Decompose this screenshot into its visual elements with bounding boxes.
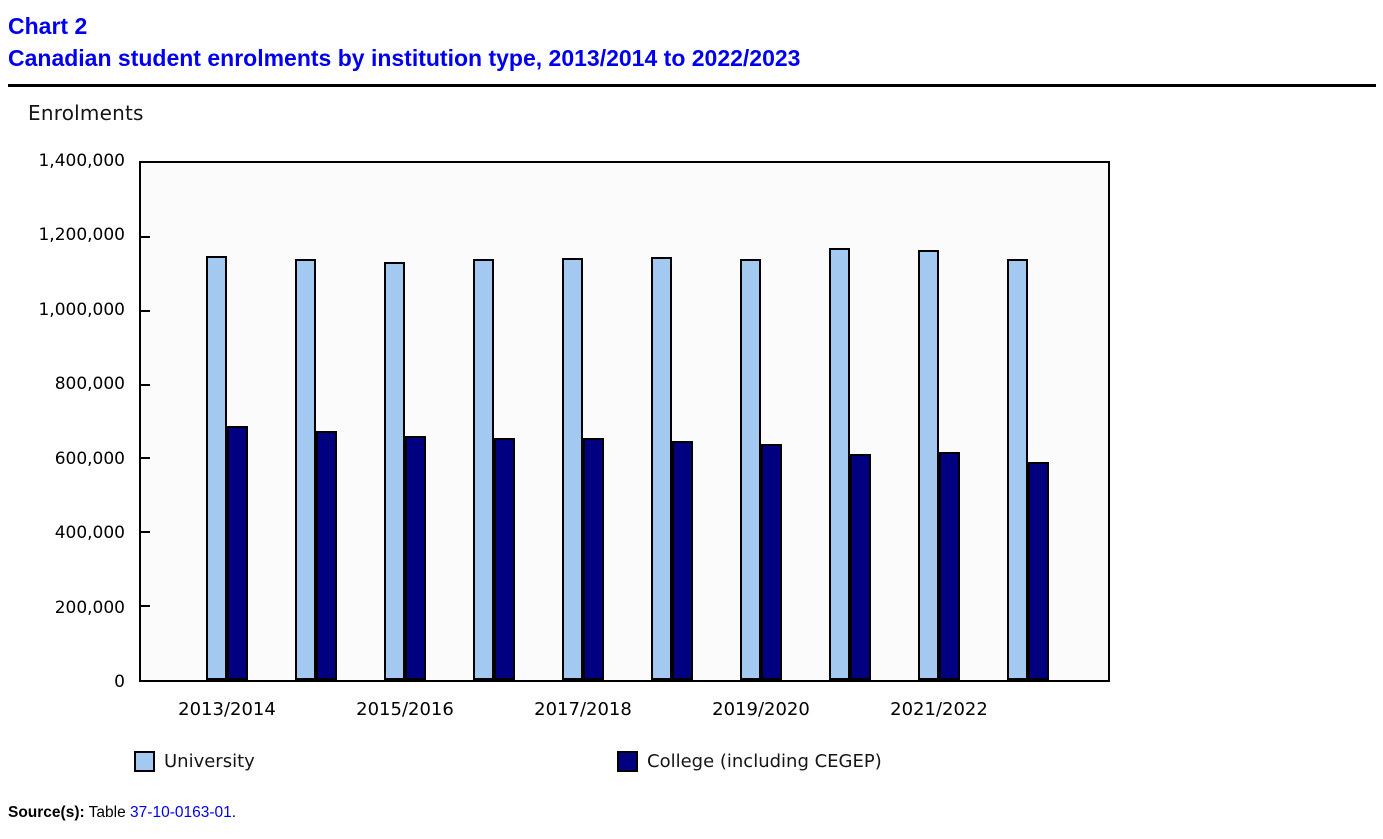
bar-college bbox=[316, 431, 337, 680]
y-tick-label: 600,000 bbox=[54, 449, 125, 469]
plot-inner bbox=[141, 163, 1108, 680]
bar-university bbox=[918, 250, 939, 680]
source-note: Source(s): Table 37-10-0163-01. bbox=[8, 804, 236, 822]
university-legend-swatch bbox=[134, 751, 155, 772]
bar-college bbox=[405, 436, 426, 680]
bar-university bbox=[1007, 259, 1028, 680]
y-tick-label: 800,000 bbox=[54, 374, 125, 394]
y-axis-tick bbox=[141, 457, 150, 459]
bar-university bbox=[206, 256, 227, 680]
bar-university bbox=[473, 259, 494, 680]
y-axis-tick bbox=[141, 605, 150, 607]
x-tick-label: 2021/2022 bbox=[890, 699, 988, 720]
y-axis-tick bbox=[141, 310, 150, 312]
legend-item-university: University bbox=[134, 751, 255, 772]
bar-college bbox=[672, 441, 693, 680]
y-tick-label: 400,000 bbox=[54, 523, 125, 543]
y-tick-label: 1,200,000 bbox=[38, 225, 125, 245]
x-tick-label: 2017/2018 bbox=[534, 699, 632, 720]
y-axis-title: Enrolments bbox=[28, 101, 144, 125]
bar-college bbox=[939, 452, 960, 680]
x-tick-label: 2015/2016 bbox=[356, 699, 454, 720]
x-tick-label: 2013/2014 bbox=[178, 699, 276, 720]
y-tick-label: 1,400,000 bbox=[38, 151, 125, 171]
bar-university bbox=[295, 259, 316, 680]
y-tick-label: 200,000 bbox=[54, 598, 125, 618]
bar-college bbox=[494, 438, 515, 680]
bar-university bbox=[829, 248, 850, 680]
bar-university bbox=[562, 258, 583, 680]
college-legend-label: College (including CEGEP) bbox=[647, 751, 882, 772]
y-axis-tick bbox=[141, 531, 150, 533]
legend-item-college: College (including CEGEP) bbox=[617, 751, 882, 772]
chart-header: Chart 2 Canadian student enrolments by i… bbox=[8, 10, 1368, 74]
source-suffix: . bbox=[231, 804, 237, 821]
y-tick-label: 0 bbox=[114, 672, 125, 692]
university-legend-label: University bbox=[164, 751, 255, 772]
bar-college bbox=[1028, 462, 1049, 680]
plot-area bbox=[139, 161, 1110, 682]
y-axis-tick bbox=[141, 384, 150, 386]
title-divider bbox=[8, 84, 1376, 87]
chart-number: Chart 2 bbox=[8, 13, 88, 39]
bar-university bbox=[651, 257, 672, 680]
bar-college bbox=[583, 438, 604, 680]
chart-title: Canadian student enrolments by instituti… bbox=[8, 45, 801, 71]
bar-college bbox=[227, 426, 248, 680]
source-table-link[interactable]: 37-10-0163-01 bbox=[130, 804, 232, 821]
bar-university bbox=[740, 259, 761, 680]
source-text: Table bbox=[84, 804, 131, 821]
y-tick-label: 1,000,000 bbox=[38, 300, 125, 320]
x-tick-label: 2019/2020 bbox=[712, 699, 810, 720]
y-axis-tick bbox=[141, 236, 150, 238]
bar-university bbox=[384, 262, 405, 680]
bar-college bbox=[850, 454, 871, 680]
college-legend-swatch bbox=[617, 751, 638, 772]
bar-college bbox=[761, 444, 782, 680]
source-prefix: Source(s): bbox=[8, 804, 85, 821]
